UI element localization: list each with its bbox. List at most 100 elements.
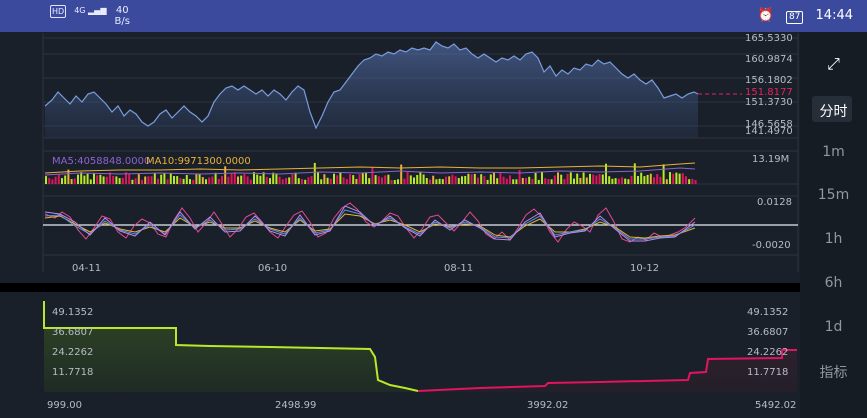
volume-bar <box>240 175 243 184</box>
volume-bar <box>617 178 620 184</box>
price-line <box>44 41 699 130</box>
speed-unit: B/s <box>114 16 130 27</box>
volume-bar <box>358 174 361 184</box>
timeframe-tab-6h[interactable]: 6h <box>824 275 843 291</box>
volume-bar <box>403 178 406 184</box>
volume-bar <box>169 173 172 184</box>
volume-bar <box>665 179 668 184</box>
price-tick-4: 151.3730 <box>745 97 793 108</box>
volume-bar <box>185 175 188 184</box>
volume-bar <box>630 175 633 184</box>
volume-bar <box>233 172 236 184</box>
volume-bar <box>627 179 630 184</box>
volume-bar <box>448 176 451 184</box>
volume-bar <box>355 178 358 184</box>
ask-area <box>418 350 797 392</box>
volume-bar <box>99 174 102 184</box>
volume-bar <box>326 177 329 184</box>
volume-bar <box>201 177 204 184</box>
volume-bar <box>147 176 150 184</box>
volume-bar <box>681 173 684 184</box>
volume-bar <box>435 179 438 184</box>
depth-left-tick-3: 24.2262 <box>52 347 94 358</box>
depth-left-tick-2: 36.6807 <box>52 327 94 338</box>
volume-bar <box>230 173 233 184</box>
volume-bar <box>563 179 566 184</box>
timeframe-tab-1d[interactable]: 1d <box>824 319 843 335</box>
volume-bar <box>662 164 665 184</box>
price-area <box>45 42 698 138</box>
volume-bar <box>649 173 652 184</box>
volume-bar <box>288 177 291 184</box>
volume-bar <box>198 174 201 184</box>
volume-bar <box>438 178 441 184</box>
chart-area[interactable]: 165.5330 160.9874 156.1802 151.8177 151.… <box>0 32 800 418</box>
volume-bar <box>336 175 339 184</box>
volume-bar <box>643 176 646 184</box>
volume-bar <box>109 172 111 184</box>
volume-bar <box>605 163 607 184</box>
volume-bar <box>646 174 649 184</box>
volume-bar <box>128 174 131 184</box>
depth-x-tick-2: 2498.99 <box>275 400 317 411</box>
timeframe-tab-15m[interactable]: 15m <box>817 187 850 203</box>
volume-bar <box>333 173 335 184</box>
volume-bar <box>77 174 79 184</box>
price-tick-6: 141.4970 <box>745 126 793 137</box>
volume-bar <box>486 179 489 184</box>
volume-bar <box>624 178 627 184</box>
volume-bar <box>489 174 492 184</box>
volume-bar <box>115 176 118 184</box>
volume-bar <box>272 172 275 184</box>
signal-label: 4G <box>74 6 86 15</box>
volume-bar <box>505 178 508 184</box>
volume-bar <box>221 176 223 184</box>
volume-bar <box>541 172 543 184</box>
timeframe-tab-fenshi[interactable]: 分时 <box>819 104 848 120</box>
volume-bar <box>589 173 591 184</box>
volume-bar <box>387 174 390 184</box>
volume-bar <box>637 176 639 184</box>
volume-bar <box>125 172 127 184</box>
volume-bar <box>285 178 287 184</box>
time-label-4: 10-12 <box>630 263 660 274</box>
volume-bar <box>144 176 147 184</box>
volume-bar <box>310 176 313 184</box>
volume-bar <box>374 175 377 184</box>
volume-bar <box>694 180 697 184</box>
indicator-button[interactable]: 指标 <box>819 365 848 381</box>
volume-bar <box>166 179 169 184</box>
volume-bar <box>425 178 428 184</box>
timeframe-tab-1m[interactable]: 1m <box>822 144 845 160</box>
expand-icon[interactable]: ⤢ <box>827 54 840 73</box>
volume-bar <box>691 178 694 184</box>
volume-bar <box>592 174 595 184</box>
volume-bar <box>400 164 403 184</box>
volume-bar <box>313 162 316 184</box>
volume-bar <box>576 173 579 184</box>
volume-bar <box>381 177 383 184</box>
volume-bar <box>493 172 495 184</box>
volume-bar <box>256 174 259 184</box>
volume-max-label: 13.19M <box>752 154 790 165</box>
active-timeframe-highlight <box>812 96 852 122</box>
volume-bar <box>413 177 415 184</box>
volume-bar <box>307 177 310 184</box>
depth-right-tick-1: 49.1352 <box>747 307 789 318</box>
volume-bar <box>669 172 671 184</box>
volume-bar <box>365 172 367 184</box>
volume-bar <box>483 176 486 184</box>
volume-bar <box>217 179 220 184</box>
volume-bar <box>496 178 499 184</box>
volume-bar <box>454 176 457 184</box>
volume-bar <box>640 172 643 184</box>
timeframe-tab-1h[interactable]: 1h <box>824 231 843 247</box>
volume-bar <box>173 176 175 184</box>
volume-bar <box>416 175 419 184</box>
volume-bar <box>45 176 47 184</box>
status-left: HD 4G ▂▄▆ 40 B/s <box>50 5 130 27</box>
volume-bar <box>160 174 163 184</box>
volume-bar <box>237 176 239 184</box>
time-label-1: 04-11 <box>72 263 102 274</box>
volume-bar <box>224 166 227 184</box>
